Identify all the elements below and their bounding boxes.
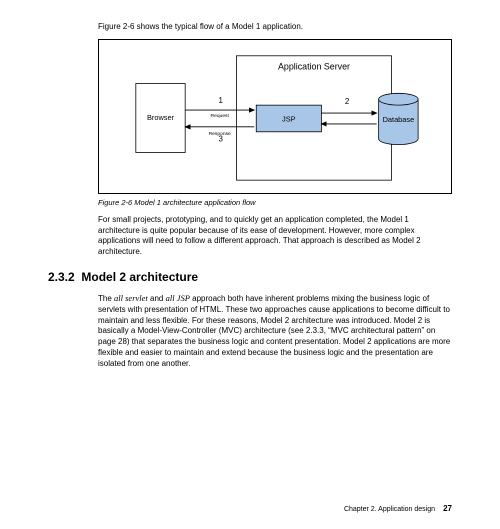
app-server-label: Application Server xyxy=(278,61,350,71)
figure-model1: Application Server Browser JSP Database … xyxy=(98,39,452,194)
section-heading: 2.3.2 Model 2 architecture xyxy=(48,270,452,284)
intro-text: Figure 2-6 shows the typical flow of a M… xyxy=(98,22,452,33)
p2-italic2: all JSP xyxy=(166,293,190,303)
browser-label: Browser xyxy=(147,113,175,122)
num-2: 2 xyxy=(345,97,349,106)
db-top xyxy=(379,93,418,105)
label-request: Request xyxy=(211,113,230,119)
paragraph-2: The all servlet and all JSP approach bot… xyxy=(98,293,452,370)
label-response: Response xyxy=(209,131,231,137)
footer-page-number: 27 xyxy=(443,504,452,513)
paragraph-1: For small projects, prototyping, and to … xyxy=(98,215,452,258)
section-title: Model 2 architecture xyxy=(81,270,198,284)
footer-chapter: Chapter 2. Application design xyxy=(344,506,435,513)
section-number: 2.3.2 xyxy=(48,270,75,284)
page-footer: Chapter 2. Application design 27 xyxy=(344,504,452,513)
num-1: 1 xyxy=(219,96,223,105)
figure-svg: Application Server Browser JSP Database … xyxy=(99,40,451,193)
database-label: Database xyxy=(383,115,415,124)
p2-post: approach both have inherent problems mix… xyxy=(98,294,450,368)
p2-pre: The xyxy=(98,294,114,303)
figure-caption: Figure 2-6 Model 1 architecture applicat… xyxy=(98,198,452,207)
p2-italic1: all servlet xyxy=(114,293,148,303)
jsp-label: JSP xyxy=(282,114,296,123)
p2-mid: and xyxy=(148,294,166,303)
